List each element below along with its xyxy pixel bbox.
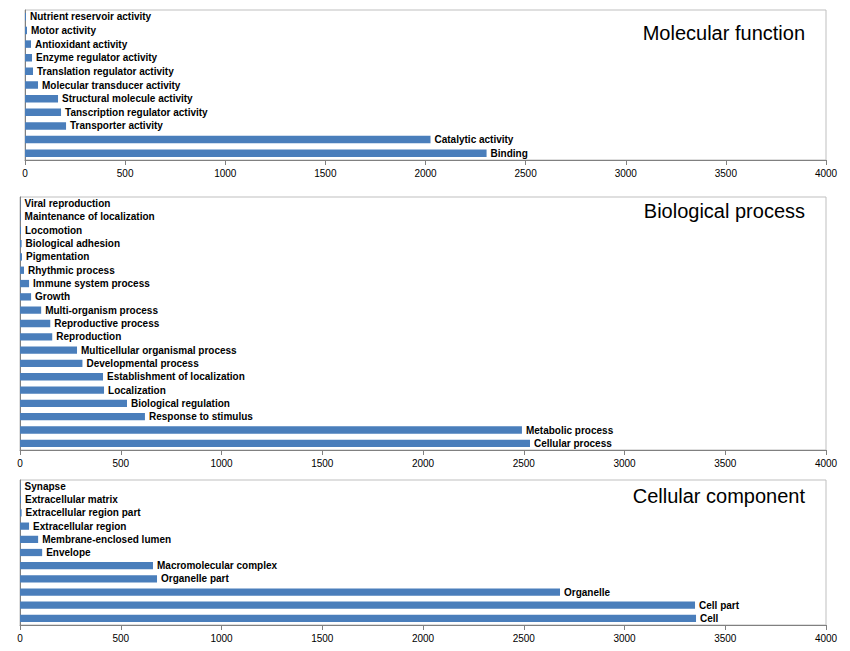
svg-text:Multicellular organismal proce: Multicellular organismal process (81, 345, 237, 356)
svg-text:4000: 4000 (815, 633, 838, 644)
svg-text:Tanscription regulator activit: Tanscription regulator activity (65, 107, 208, 118)
svg-text:Enzyme regulator activity: Enzyme regulator activity (36, 52, 158, 63)
svg-text:Structural molecule activity: Structural molecule activity (62, 93, 193, 104)
svg-text:Synapse: Synapse (25, 481, 67, 492)
svg-text:Translation regulator activity: Translation regulator activity (37, 66, 174, 77)
svg-text:Establishment of localization: Establishment of localization (107, 371, 245, 382)
svg-text:Extracellular region part: Extracellular region part (26, 507, 142, 518)
svg-text:Response to stimulus: Response to stimulus (149, 411, 253, 422)
svg-text:Transporter activity: Transporter activity (70, 120, 163, 131)
svg-text:1500: 1500 (314, 168, 337, 179)
svg-text:4000: 4000 (815, 458, 838, 469)
svg-text:Locomotion: Locomotion (25, 225, 82, 236)
svg-text:0: 0 (17, 633, 23, 644)
svg-text:Developmental process: Developmental process (86, 358, 199, 369)
svg-text:Envelope: Envelope (46, 547, 91, 558)
svg-text:1000: 1000 (214, 168, 237, 179)
svg-text:2000: 2000 (412, 633, 435, 644)
svg-text:1000: 1000 (210, 633, 233, 644)
svg-text:0: 0 (22, 168, 28, 179)
svg-text:Localization: Localization (108, 385, 166, 396)
svg-text:3000: 3000 (615, 168, 638, 179)
svg-text:Antioxidant activity: Antioxidant activity (35, 39, 128, 50)
svg-text:Cell part: Cell part (699, 600, 740, 611)
svg-text:Organelle: Organelle (564, 587, 611, 598)
svg-text:500: 500 (117, 168, 134, 179)
svg-text:2000: 2000 (412, 458, 435, 469)
svg-text:Extracellular matrix: Extracellular matrix (25, 494, 118, 505)
svg-text:3500: 3500 (714, 633, 737, 644)
svg-text:Molecular function: Molecular function (643, 22, 805, 44)
svg-text:Binding: Binding (491, 148, 528, 159)
svg-text:2500: 2500 (513, 458, 536, 469)
svg-text:4000: 4000 (815, 168, 838, 179)
svg-text:1000: 1000 (210, 458, 233, 469)
svg-text:2500: 2500 (515, 168, 538, 179)
svg-text:Maintenance of localization: Maintenance of localization (25, 211, 155, 222)
svg-text:Organelle part: Organelle part (161, 573, 229, 584)
svg-text:Biological regulation: Biological regulation (131, 398, 230, 409)
svg-text:Extracellular region: Extracellular region (33, 521, 126, 532)
svg-text:3500: 3500 (715, 168, 738, 179)
svg-text:Motor activity: Motor activity (31, 25, 96, 36)
svg-text:0: 0 (17, 458, 23, 469)
svg-text:Biological adhesion: Biological adhesion (26, 238, 120, 249)
svg-text:Cellular component: Cellular component (633, 485, 806, 507)
svg-text:Catalytic activity: Catalytic activity (435, 134, 514, 145)
svg-text:Pigmentation: Pigmentation (26, 251, 89, 262)
svg-text:Reproduction: Reproduction (56, 331, 121, 342)
svg-text:500: 500 (112, 633, 129, 644)
svg-text:Membrane-enclosed lumen: Membrane-enclosed lumen (42, 534, 171, 545)
svg-text:Cell: Cell (700, 613, 719, 624)
svg-text:Viral reproduction: Viral reproduction (24, 198, 110, 209)
svg-text:Immune system process: Immune system process (33, 278, 150, 289)
svg-text:2500: 2500 (513, 633, 536, 644)
svg-text:3500: 3500 (714, 458, 737, 469)
svg-text:Multi-organism process: Multi-organism process (45, 305, 158, 316)
svg-text:Macromolecular complex: Macromolecular complex (157, 560, 277, 571)
svg-text:Cellular process: Cellular process (534, 438, 612, 449)
svg-text:3000: 3000 (613, 633, 636, 644)
svg-text:Nutrient reservoir activity: Nutrient reservoir activity (30, 11, 152, 22)
svg-text:1500: 1500 (311, 633, 334, 644)
svg-text:3000: 3000 (613, 458, 636, 469)
svg-text:Reproductive process: Reproductive process (54, 318, 159, 329)
svg-text:Biological process: Biological process (644, 200, 805, 222)
svg-text:1500: 1500 (311, 458, 334, 469)
svg-text:2000: 2000 (414, 168, 437, 179)
svg-text:Metabolic process: Metabolic process (526, 425, 614, 436)
svg-text:Rhythmic process: Rhythmic process (28, 265, 115, 276)
svg-text:Growth: Growth (35, 291, 70, 302)
svg-text:Molecular transducer activity: Molecular transducer activity (42, 80, 181, 91)
svg-text:500: 500 (112, 458, 129, 469)
